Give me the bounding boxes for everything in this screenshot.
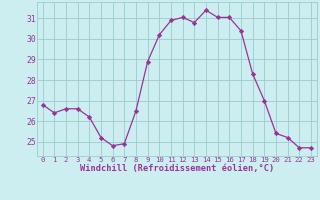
X-axis label: Windchill (Refroidissement éolien,°C): Windchill (Refroidissement éolien,°C) xyxy=(80,164,274,173)
